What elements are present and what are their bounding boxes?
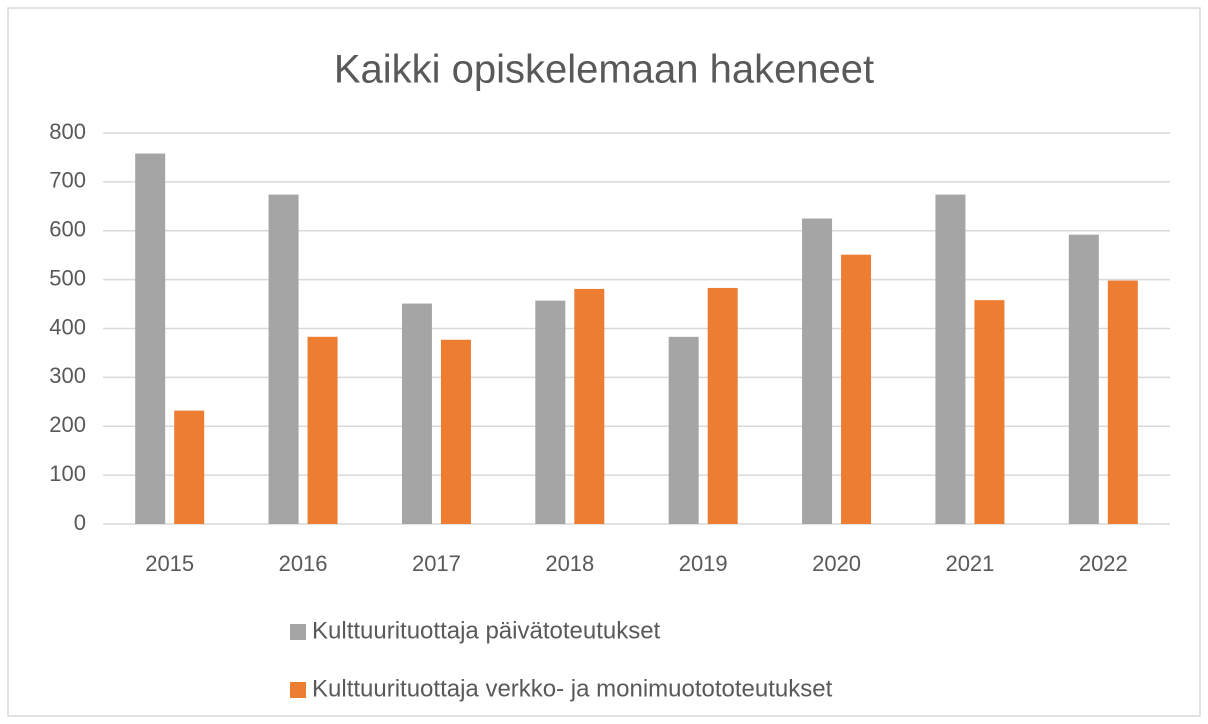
bar <box>440 339 471 524</box>
bar <box>135 153 166 524</box>
bar <box>802 218 833 524</box>
legend-marker <box>290 682 306 698</box>
legend-label: Kulttuurituottaja päivätoteutukset <box>312 617 661 644</box>
x-tick-label: 2021 <box>945 551 994 576</box>
y-tick-label: 200 <box>49 412 86 437</box>
bar <box>668 336 699 524</box>
bar <box>1068 234 1099 524</box>
bar <box>1107 280 1138 524</box>
chart-title: Kaikki opiskelemaan hakeneet <box>334 48 874 92</box>
y-tick-label: 700 <box>49 168 86 193</box>
bar <box>401 303 432 524</box>
y-tick-label: 0 <box>74 510 86 535</box>
x-tick-label: 2017 <box>412 551 461 576</box>
bar <box>841 254 872 525</box>
y-tick-label: 400 <box>49 314 86 339</box>
y-tick-label: 500 <box>49 265 86 290</box>
x-tick-label: 2022 <box>1079 551 1128 576</box>
y-tick-label: 800 <box>49 119 86 144</box>
y-tick-label: 600 <box>49 217 86 242</box>
bar <box>535 300 566 524</box>
x-tick-label: 2018 <box>545 551 594 576</box>
bar <box>307 336 338 524</box>
bar <box>268 194 299 524</box>
legend-marker <box>290 624 306 640</box>
bar <box>174 410 205 524</box>
legend-label: Kulttuurituottaja verkko- ja monimuototo… <box>312 675 833 702</box>
y-tick-label: 300 <box>49 363 86 388</box>
bar <box>574 288 605 524</box>
y-tick-label: 100 <box>49 461 86 486</box>
bar <box>935 194 966 524</box>
x-tick-label: 2019 <box>679 551 728 576</box>
bar <box>707 287 738 524</box>
x-tick-label: 2016 <box>279 551 328 576</box>
x-tick-label: 2015 <box>145 551 194 576</box>
x-tick-label: 2020 <box>812 551 861 576</box>
bar <box>974 300 1005 524</box>
